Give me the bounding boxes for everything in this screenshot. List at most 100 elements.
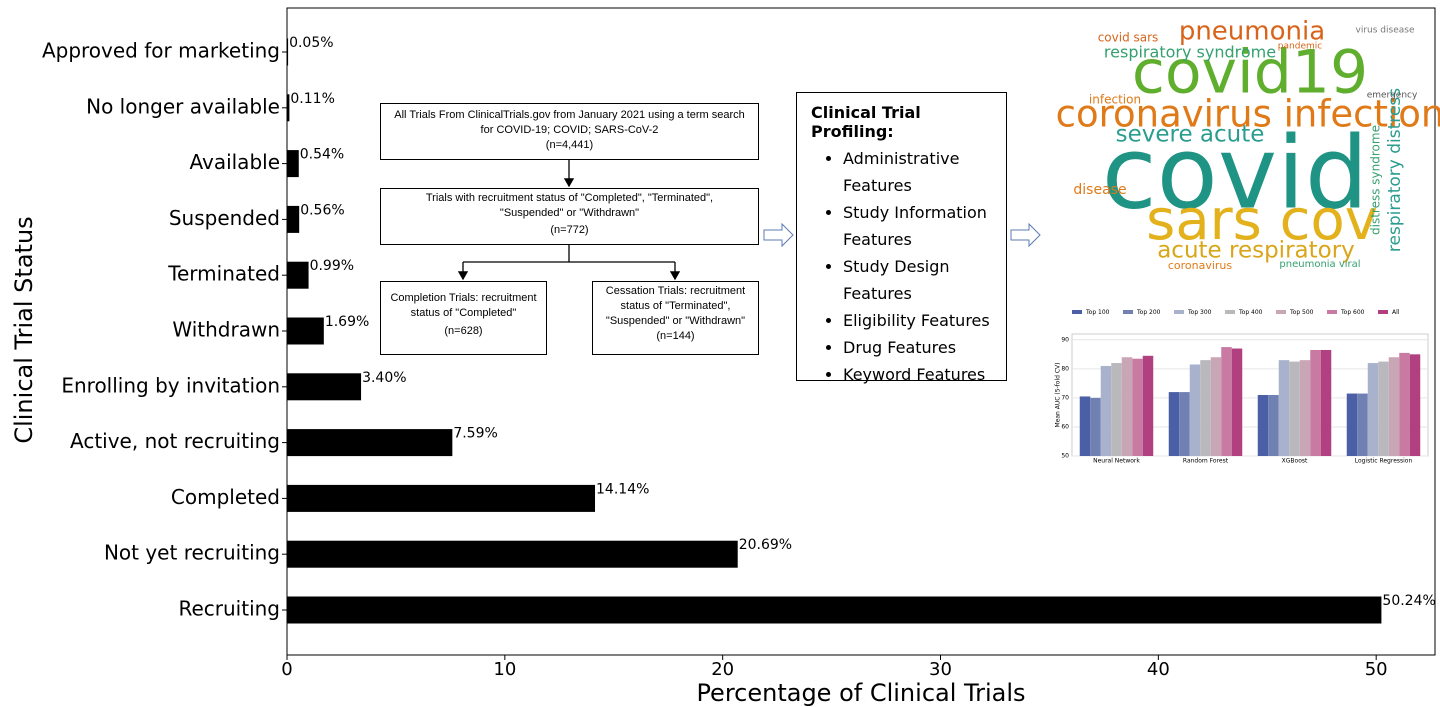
bar (1378, 361, 1389, 456)
wordcloud-bg (1072, 10, 1428, 270)
profiling-list: Administrative FeaturesStudy Information… (811, 145, 998, 388)
x-tick-label: 0 (281, 659, 292, 680)
y-tick-label: Approved for marketing (42, 39, 280, 63)
y-tick-label: 50 (1061, 453, 1069, 460)
arrow (763, 222, 794, 248)
bar (287, 429, 453, 457)
value-label: 0.05% (289, 35, 333, 51)
word: severe acute (1116, 122, 1265, 148)
y-axis-label: Mean AUC (5-fold CV) (1055, 363, 1062, 428)
bar (1388, 357, 1400, 456)
bar (1409, 354, 1421, 456)
profiling-title: Clinical Trial Profiling: (811, 103, 921, 141)
bar (1320, 349, 1332, 456)
word: acute respiratory (1157, 238, 1355, 264)
flow-text: Cessation Trials: recruitment status of … (605, 285, 746, 327)
word: respiratory syndrome (1104, 43, 1276, 62)
bar (1142, 355, 1154, 456)
y-tick-label: Withdrawn (172, 318, 280, 342)
flow-node: All Trials From ClinicalTrials.gov from … (380, 103, 759, 160)
y-tick-label: Not yet recruiting (104, 541, 280, 565)
word: pandemic (1278, 42, 1322, 52)
x-tick-label: 20 (711, 659, 734, 680)
bar (1268, 395, 1279, 456)
profiling-item: Study Information Features (843, 199, 993, 253)
y-tick-label: 90 (1061, 336, 1069, 343)
bar (1231, 348, 1243, 456)
word: covid19 (1132, 38, 1368, 108)
bar (287, 317, 324, 345)
value-label: 0.54% (300, 147, 344, 163)
flow-node: Trials with recruitment status of "Compl… (380, 188, 759, 245)
bar (287, 205, 300, 233)
bar (1367, 363, 1379, 456)
legend-swatch (1378, 310, 1388, 314)
bar (1111, 363, 1122, 456)
value-label: 14.14% (596, 481, 649, 497)
x-tick-label: Neural Network (1093, 458, 1140, 465)
legend-swatch (1123, 310, 1133, 314)
word: disease (1073, 182, 1126, 198)
bar (1289, 361, 1300, 456)
y-tick-label: 70 (1061, 394, 1069, 401)
flow-n: (n=144) (656, 330, 695, 342)
value-label: 3.40% (362, 370, 406, 386)
bar (287, 540, 738, 568)
value-label: 7.59% (453, 426, 497, 442)
bar (287, 261, 309, 289)
bar (287, 484, 596, 512)
legend-swatch (1225, 310, 1235, 314)
word: covid sars (1098, 31, 1159, 45)
x-tick-label: 10 (493, 659, 516, 680)
x-tick-label: 40 (1147, 659, 1170, 680)
y-tick-label: Terminated (167, 262, 280, 286)
bar (1179, 392, 1190, 456)
legend-swatch (1327, 310, 1337, 314)
x-tick-label: 30 (929, 659, 952, 680)
y-tick-label: Available (189, 150, 280, 174)
word: infection (1089, 93, 1141, 107)
bar (287, 38, 289, 66)
word: coronavirus infection (1056, 93, 1440, 136)
bar (1100, 365, 1112, 456)
bar (1278, 360, 1290, 456)
bar (1200, 360, 1211, 456)
profiling-box: Clinical Trial Profiling: Administrative… (796, 92, 1007, 384)
flow-n: (n=772) (550, 224, 589, 236)
legend-label: Top 200 (1136, 309, 1161, 316)
flow-n: (n=628) (444, 325, 483, 337)
y-tick-label: Enrolling by invitation (61, 373, 280, 397)
bar (1357, 393, 1368, 456)
flow-connectors (457, 159, 681, 281)
bar (1257, 395, 1269, 456)
flow-text: Trials with recruitment status of "Compl… (425, 192, 714, 219)
legend-label: Top 300 (1187, 309, 1212, 316)
word: pneumonia (1179, 17, 1325, 47)
legend-swatch (1276, 310, 1286, 314)
legend-swatch (1174, 310, 1184, 314)
bar (1221, 347, 1232, 456)
legend-label: Top 500 (1289, 309, 1314, 316)
word: covid (1102, 114, 1369, 231)
bar (1399, 352, 1410, 456)
profiling-item: Drug Features (843, 334, 993, 361)
bar (1168, 392, 1180, 456)
arrow (1010, 222, 1041, 248)
word: respiratory distress (1385, 88, 1405, 252)
word: emergency (1367, 91, 1418, 101)
bar (287, 94, 290, 122)
y-tick-label: Active, not recruiting (70, 429, 280, 453)
bar (1121, 357, 1133, 456)
flow-node: Cessation Trials: recruitment status of … (592, 281, 759, 355)
bar (287, 373, 362, 401)
flow-n: (n=4,441) (545, 139, 594, 151)
x-tick-label: Random Forest (1183, 458, 1229, 465)
profiling-item: Keyword Features (843, 361, 993, 388)
word: pneumonia viral (1279, 259, 1360, 270)
legend-label: All (1392, 309, 1400, 316)
value-label: 0.99% (310, 258, 354, 274)
bar (1079, 396, 1091, 456)
profiling-item: Study Design Features (843, 253, 993, 307)
word: distress syndrome (1369, 125, 1383, 235)
